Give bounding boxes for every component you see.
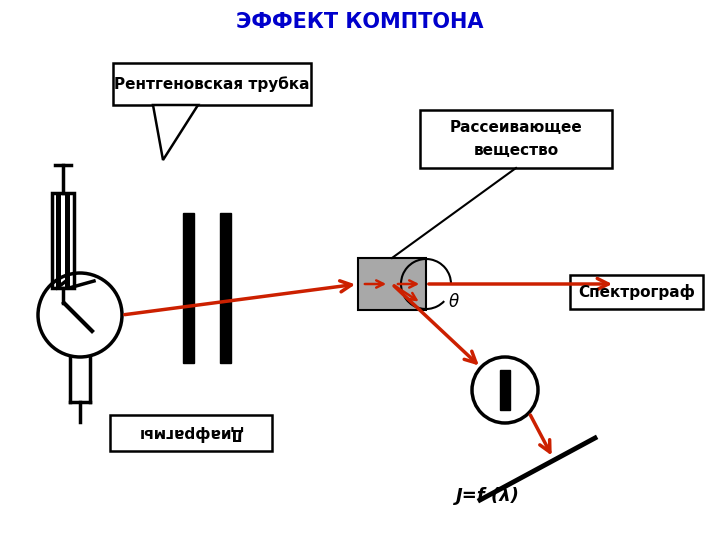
Bar [220,213,231,363]
Text: Рентгеновская трубка: Рентгеновская трубка [114,76,310,92]
Bar [52,193,74,288]
Bar [500,370,510,410]
Bar [420,110,612,168]
Text: θ: θ [449,293,459,311]
Bar [65,193,70,288]
Bar [113,63,311,105]
Bar [110,415,272,451]
Bar [358,258,426,310]
Text: Рассеивающее
вещество: Рассеивающее вещество [449,120,582,158]
Bar [56,193,61,288]
Polygon shape [153,105,198,160]
Text: Спектрограф: Спектрограф [578,284,695,300]
Text: J=f (λ): J=f (λ) [456,487,520,505]
Text: Диафрагмы: Диафрагмы [138,425,243,441]
Bar [183,213,194,363]
Bar [570,275,703,309]
Text: ЭФФЕКТ КОМПТОНА: ЭФФЕКТ КОМПТОНА [236,12,484,32]
